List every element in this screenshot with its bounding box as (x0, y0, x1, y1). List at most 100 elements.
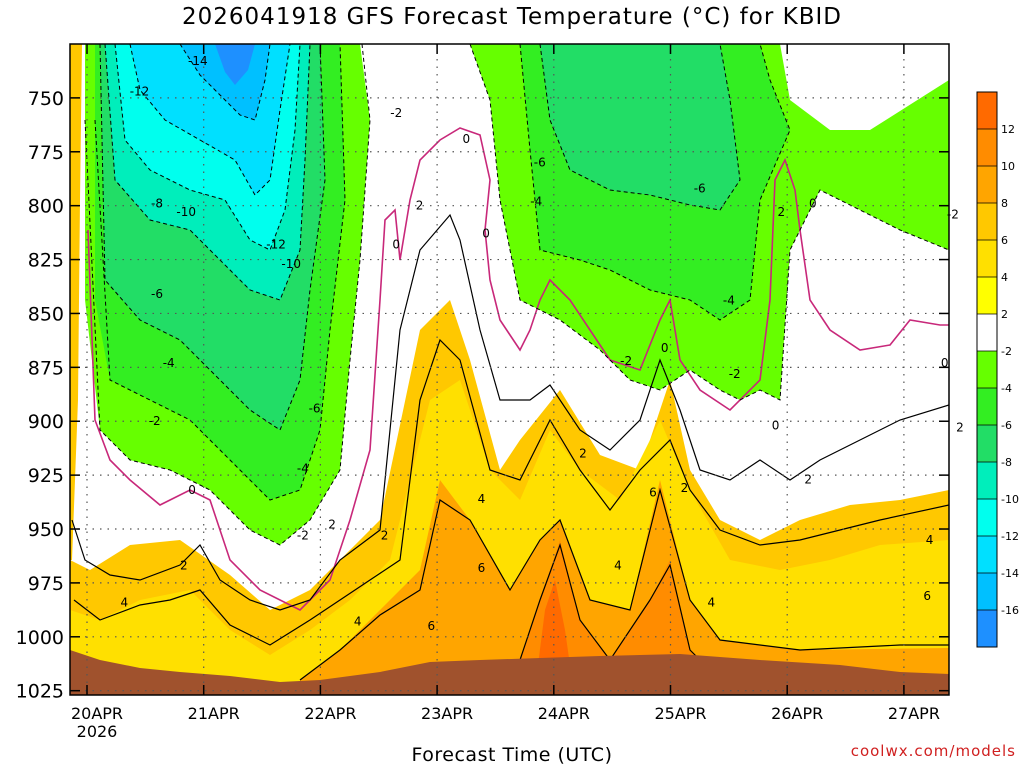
x-tick-label: 24APR (538, 704, 590, 723)
x-tick-label: 20APR (71, 704, 123, 723)
y-tick-label: 825 (28, 250, 64, 272)
colorbar-tick-label: 10 (1001, 160, 1015, 173)
y-tick-label: 750 (28, 88, 64, 110)
colorbar-tick-label: -16 (1001, 604, 1019, 617)
contour-neg8 (104, 44, 311, 301)
contour-label: -2 (297, 528, 309, 542)
contour-label: 2 (328, 518, 336, 532)
contour-label: 4 (121, 595, 129, 609)
band-neg16 (215, 44, 255, 85)
contour-label: 0 (482, 227, 490, 241)
colorbar-swatch (977, 240, 997, 278)
contour-label: 2 (180, 559, 188, 573)
contour-label: -2 (947, 207, 959, 221)
colorbar-swatch (977, 277, 997, 315)
band-6-8 (300, 480, 949, 695)
colorbar-tick-label: 2 (1001, 308, 1008, 321)
colorbar-swatch (977, 425, 997, 463)
y-tick-label: 900 (28, 411, 64, 433)
contour-neg14 (179, 44, 271, 121)
contour-label: 4 (708, 595, 716, 609)
colorbar-tick-label: 6 (1001, 234, 1008, 247)
contour-label: -6 (309, 401, 321, 415)
contour-label: 2 (778, 205, 786, 219)
colorbar-frame (976, 91, 998, 648)
watermark: coolwx.com/models (850, 742, 1016, 760)
contour-label: 2 (804, 472, 812, 486)
colorbar-tick-label: 4 (1001, 271, 1008, 284)
contour-label: -6 (534, 156, 546, 170)
left-warm-sliver (70, 44, 82, 560)
contour-neg12 (129, 44, 291, 196)
contour-neg4 (94, 44, 791, 501)
colorbar-tick-label: -2 (1001, 345, 1012, 358)
x-tick-label: 27APR (888, 704, 940, 723)
contour-label: -12 (266, 237, 286, 251)
colorbar-tick-label: 12 (1001, 123, 1015, 136)
contour-label: 0 (188, 483, 196, 497)
colorbar-tick-label: -4 (1001, 382, 1012, 395)
contour-6 (299, 487, 949, 681)
cold-bands (70, 44, 949, 560)
colorbar-swatch (977, 129, 997, 167)
y-tick-label: 775 (28, 142, 64, 164)
ground (70, 650, 949, 695)
x-year-label: 2026 (77, 722, 118, 741)
x-tick-label: 23APR (421, 704, 473, 723)
contour-label: 2 (381, 528, 389, 542)
colorbar-swatch (977, 166, 997, 204)
contour-label: 4 (354, 615, 362, 629)
contour-label: -2 (149, 414, 161, 428)
contour-label: 2 (956, 421, 964, 435)
contour-label: 0 (809, 197, 817, 211)
band-8-10 (480, 540, 720, 680)
y-axis: 750 775 800 825 850 875 900 925 950 975 1000 1025 (16, 88, 949, 703)
contour-2 (71, 213, 949, 611)
contour-label: 4 (614, 559, 622, 573)
colorbar-swatch (977, 610, 997, 648)
contour-labels: -14 -12 -10 -8 -6 -4 -2 0 2 4 -12 -10 -6 -4 -2 2 4 -2 0 2 2 6… (121, 54, 964, 633)
contour-label: -14 (188, 54, 208, 68)
contour-label: 0 (941, 356, 949, 370)
band-2-4 (70, 380, 949, 695)
x-tick-label: 26APR (771, 704, 823, 723)
colorbar-swatch (977, 462, 997, 500)
contour-label: -2 (729, 367, 741, 381)
contour-label: 0 (772, 419, 780, 433)
colorbar-swatch (977, 388, 997, 426)
colorbar-swatch (977, 351, 997, 389)
contour-label: 2 (579, 447, 587, 461)
contour-label: -8 (151, 197, 163, 211)
contour-0 (87, 127, 949, 611)
contour-neg2 (84, 44, 949, 546)
contour-neg10 (114, 44, 301, 251)
contour-label: -2 (620, 354, 632, 368)
contour-label: 4 (926, 533, 934, 547)
contour-label: -12 (130, 84, 150, 98)
contour-label: 6 (478, 561, 486, 575)
y-tick-label: 950 (28, 519, 64, 541)
x-tick-label: 25APR (654, 704, 706, 723)
contour-4 (73, 338, 949, 646)
contour-label: 0 (661, 341, 669, 355)
y-tick-label: 1025 (16, 681, 64, 703)
colorbar-tick-label: -14 (1001, 567, 1019, 580)
contour-label: 2 (416, 199, 424, 213)
y-tick-label: 850 (28, 303, 64, 325)
contour-label: -4 (530, 194, 542, 208)
colorbar-swatch (977, 203, 997, 241)
contour-label: -4 (297, 462, 309, 476)
colorbar-swatch (977, 536, 997, 574)
colorbar-tick-label: -8 (1001, 456, 1012, 469)
colorbar-tick-label: 8 (1001, 197, 1008, 210)
contour-8 (479, 543, 721, 681)
y-tick-label: 1000 (16, 627, 64, 649)
contour-label: -4 (163, 356, 175, 370)
x-axis: 20APR 21APR 22APR 23APR 24APR 25APR 26APR 27APR… (71, 44, 940, 741)
colorbar-swatch (977, 92, 997, 130)
contour-label: 6 (923, 589, 931, 603)
contour-label: 6 (427, 619, 435, 633)
y-tick-label: 975 (28, 573, 64, 595)
